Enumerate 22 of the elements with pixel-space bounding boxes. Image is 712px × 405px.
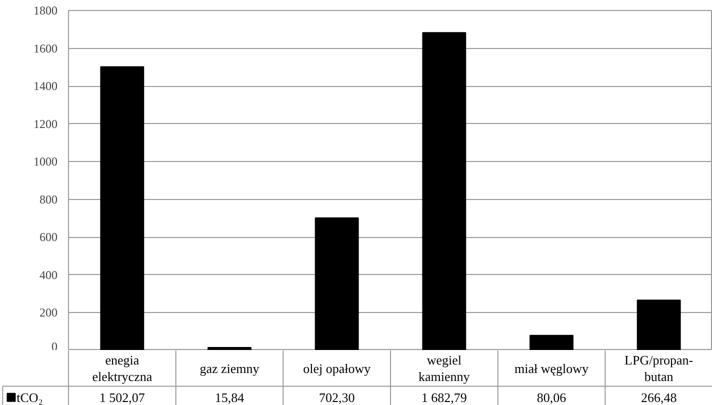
x-tick-label: enegia elektryczna <box>92 352 152 384</box>
data-label: 1 682,79 <box>421 390 467 405</box>
x-tick-label: LPG/propan- butan <box>624 352 694 384</box>
y-tick-label: 600 <box>40 230 58 244</box>
y-tick-label: 400 <box>40 268 58 282</box>
x-tick-label: miał węglowy <box>514 360 590 376</box>
data-label: 80,06 <box>536 390 567 405</box>
y-tick-label: 200 <box>40 306 58 320</box>
x-tick-label: gaz ziemny <box>200 360 260 376</box>
x-tick-label: olej opałowy <box>303 360 372 376</box>
y-tick-label: 1800 <box>34 4 58 18</box>
legend-label: tCO₂ <box>16 390 43 405</box>
data-label: 1 502,07 <box>99 390 146 405</box>
y-tick-label: 1000 <box>34 154 58 169</box>
y-tick-label: 1600 <box>34 41 58 56</box>
y-tick-label: 1400 <box>34 79 58 94</box>
data-label: 702,30 <box>318 390 355 405</box>
y-tick-label: 1200 <box>34 116 58 131</box>
y-tick-label: 800 <box>40 192 58 206</box>
data-label: 266,48 <box>640 390 677 405</box>
data-label: 15,84 <box>214 390 245 405</box>
x-tick-label: wegiel kamienny <box>418 352 470 384</box>
